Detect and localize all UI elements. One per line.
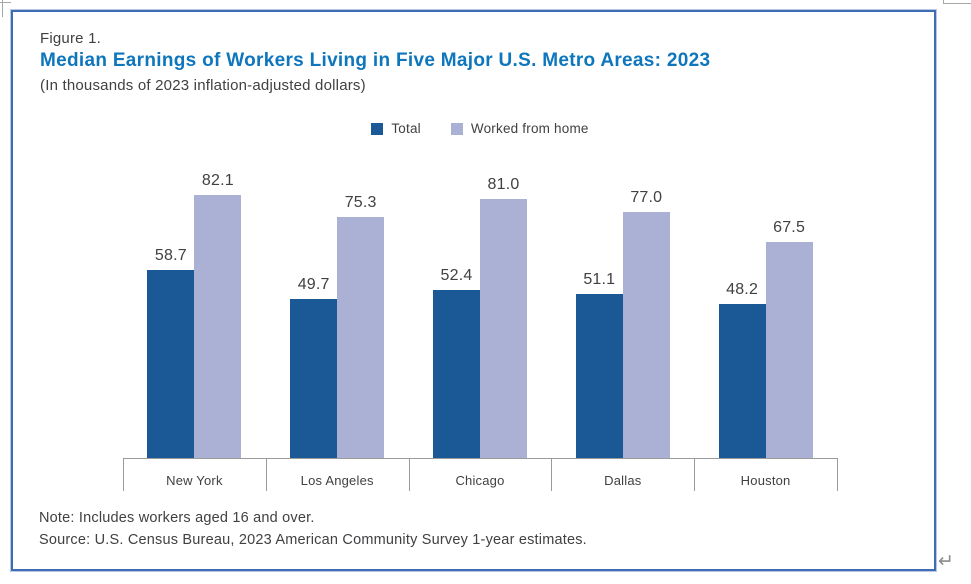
- bar-worked-from-home-chicago: [480, 198, 527, 458]
- legend-item-total: Total: [371, 121, 421, 136]
- category-label-dallas: Dallas: [604, 473, 642, 488]
- bar-value-label: 49.7: [297, 275, 330, 293]
- bar-worked-from-home-dallas: [622, 211, 670, 458]
- figure-title: Median Earnings of Workers Living in Fiv…: [40, 50, 711, 71]
- bar-worked-from-home-houston: [765, 242, 813, 458]
- bar-value-label: 81.0: [487, 175, 520, 193]
- page-edge-fragment: [943, 0, 944, 4]
- legend-item-worked-from-home: Worked from home: [450, 121, 589, 136]
- legend-swatch-icon: [371, 122, 384, 135]
- bar-value-label: 58.7: [154, 247, 187, 265]
- figure-source: Source: U.S. Census Bureau, 2023 America…: [39, 532, 587, 548]
- bar-value-label: 75.3: [344, 194, 377, 212]
- bar-total-dallas: [575, 294, 623, 458]
- bar-worked-from-home-los-angeles: [337, 217, 385, 458]
- bar-total-houston: [718, 303, 766, 458]
- x-axis-line: [123, 458, 838, 459]
- x-axis-tick: [551, 458, 553, 491]
- page-edge-fragment: [0, 2, 11, 3]
- x-axis-tick: [408, 458, 410, 491]
- bar-value-label: 51.1: [583, 271, 616, 289]
- chart-legend: Total Worked from home: [123, 121, 837, 136]
- page-edge-fragment: [2, 0, 3, 17]
- bar-value-label: 77.0: [630, 188, 663, 206]
- page-edge-fragment: [943, 3, 971, 4]
- figure-note: Note: Includes workers aged 16 and over.: [39, 510, 315, 526]
- figure-subtitle: (In thousands of 2023 inflation-adjusted…: [40, 77, 366, 94]
- legend-label: Worked from home: [470, 121, 589, 136]
- bar-value-label: 48.2: [726, 280, 759, 298]
- bar-worked-from-home-new-york: [194, 195, 242, 458]
- bar-value-label: 52.4: [440, 267, 473, 285]
- bar-total-los-angeles: [290, 298, 338, 458]
- figure-number-label: Figure 1.: [40, 30, 101, 47]
- bar-total-new-york: [147, 270, 195, 458]
- legend-swatch-icon: [450, 122, 463, 135]
- legend-label: Total: [391, 121, 421, 136]
- bar-value-label: 67.5: [773, 219, 806, 236]
- x-axis-tick: [265, 458, 267, 491]
- category-label-houston: Houston: [740, 473, 791, 488]
- category-label-chicago: Chicago: [455, 473, 505, 488]
- category-label-new-york: New York: [166, 473, 223, 488]
- x-axis-tick: [123, 458, 124, 491]
- return-mark-icon: ↵: [938, 551, 954, 572]
- x-axis-tick: [694, 458, 696, 491]
- x-axis-tick: [837, 458, 838, 491]
- category-label-los-angeles: Los Angeles: [300, 473, 374, 488]
- bar-total-chicago: [433, 290, 480, 458]
- bar-value-label: 82.1: [201, 172, 234, 190]
